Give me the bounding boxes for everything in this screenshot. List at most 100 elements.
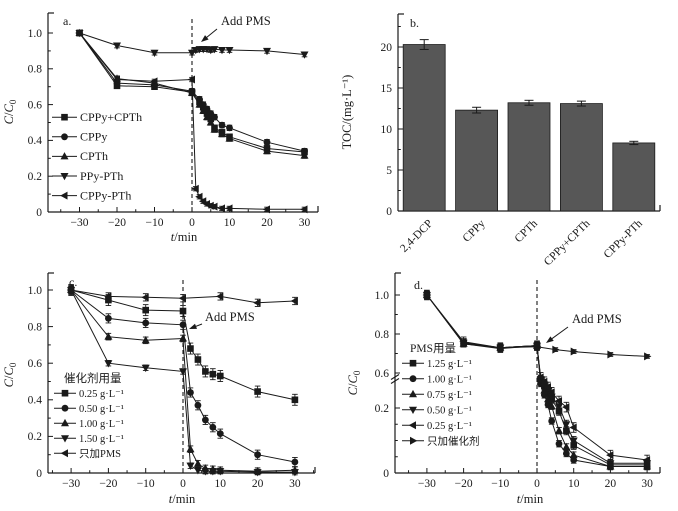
data-point-marker	[196, 95, 203, 103]
data-point-marker	[562, 403, 570, 412]
legend-title: 催化剂用量	[64, 371, 122, 385]
legend-item: 1.00 g·L⁻¹	[402, 375, 472, 386]
data-point-marker	[186, 462, 195, 470]
data-point-marker	[570, 347, 578, 356]
data-point-marker	[202, 368, 209, 375]
annotation-arrowhead	[201, 35, 209, 42]
y-tick-label: 0.6	[28, 99, 43, 111]
text-run: 1.25 g·L⁻¹	[427, 359, 472, 370]
data-point-marker	[150, 49, 159, 57]
legend-label: 1.25 g·L⁻¹	[427, 359, 472, 370]
x-tick-label: 10	[568, 478, 580, 490]
text-run: CPPy	[80, 130, 107, 144]
data-point-marker	[547, 388, 555, 397]
data-point-marker	[563, 427, 570, 435]
data-point-marker	[203, 112, 211, 121]
annotation-arrowhead	[546, 336, 554, 343]
data-point-marker	[210, 202, 218, 211]
text-run: t	[171, 230, 175, 244]
data-point-marker	[263, 146, 271, 155]
text-run: 0.2	[28, 171, 43, 183]
text-run: 0.4	[28, 395, 43, 407]
y-tick-label: 0.4	[28, 135, 43, 147]
data-point-marker	[217, 372, 224, 380]
text-run: 5	[386, 165, 392, 177]
annotation-add-pms: Add PMS	[572, 312, 622, 326]
text-run: 0	[36, 468, 42, 480]
data-point-marker	[104, 292, 112, 301]
data-point-marker	[188, 49, 196, 57]
x-tick-label: −20	[108, 217, 126, 229]
data-point-marker	[208, 468, 217, 476]
text-run: 0	[189, 217, 195, 229]
data-point-marker	[555, 426, 564, 434]
legend-item: 0.25 g·L⁻¹	[54, 389, 124, 400]
text-run: 0.4	[28, 135, 43, 147]
data-point-marker	[291, 458, 299, 466]
panel-d: −30 −20 −10 0 10 20 30 0 0.2 0.6 0.8 1.0 PMS用量 1.25 g…	[346, 272, 661, 506]
data-point-marker	[104, 360, 113, 368]
y-tick-label: 0	[36, 207, 42, 219]
x-tick-label: 10	[215, 478, 227, 490]
series-line	[426, 294, 648, 357]
text-run: 催化剂用量	[64, 371, 122, 385]
data-point-marker	[547, 401, 556, 410]
data-point-marker	[606, 451, 614, 460]
text-run: t	[517, 492, 521, 506]
data-point-marker	[290, 469, 299, 477]
text-run: d.	[414, 278, 423, 292]
y-tick-label: 0.2	[375, 403, 390, 415]
panel-b: 0 5 10 15 20 2,4-DCP CPPy CPTh CPPy+CPTh CPPy-PTh…	[340, 13, 661, 268]
data-point-marker	[150, 77, 158, 86]
data-point-marker	[217, 204, 225, 213]
data-point-marker	[543, 383, 552, 391]
legend-label: CPTh	[80, 149, 108, 163]
y-tick-label: 10	[381, 124, 393, 136]
text-run: 1.00 g·L⁻¹	[427, 375, 472, 386]
x-category-label: CPTh	[513, 217, 541, 245]
text-run: CPPy-PTh	[80, 188, 131, 202]
text-run: 1.00 g·L⁻¹	[79, 419, 124, 430]
data-point-marker	[193, 459, 202, 467]
text-run: 20	[261, 217, 273, 229]
y-axis-break-icon	[390, 378, 400, 384]
data-point-marker	[201, 468, 210, 476]
text-run: 30	[641, 478, 653, 490]
y-tick-label: 0.8	[28, 321, 43, 333]
legend-triangle-left-icon	[60, 191, 68, 200]
data-point-marker	[253, 298, 261, 307]
legend-square-icon	[61, 113, 68, 121]
data-point-marker	[570, 442, 577, 449]
data-point-marker	[141, 293, 149, 302]
bar-0	[402, 44, 446, 212]
legend-label: 0.25 g·L⁻¹	[79, 389, 124, 400]
text-run: /	[2, 375, 16, 379]
legend-item: PPy-PTh	[52, 169, 123, 183]
data-point-marker	[290, 296, 298, 305]
text-run: 1.0	[28, 285, 43, 297]
text-run: C	[2, 367, 16, 376]
data-point-marker	[497, 343, 505, 352]
text-run: C	[2, 104, 16, 113]
legend-item: 只加PMS	[54, 448, 121, 460]
x-tick-label: 0	[180, 478, 186, 490]
text-run: −30	[418, 478, 436, 490]
legend-triangle-down-icon	[61, 435, 69, 443]
bar-4	[612, 142, 656, 212]
text-run: 30	[289, 478, 301, 490]
y-axis-title: C/C0	[2, 99, 18, 124]
y-tick-label: 1.0	[28, 28, 43, 40]
legend-item: CPPy+CPTh	[52, 110, 142, 124]
text-run: Add PMS	[221, 14, 271, 28]
data-point-marker	[218, 121, 226, 129]
text-run: 0	[180, 478, 186, 490]
data-point-marker	[187, 389, 194, 396]
data-point-marker	[460, 339, 468, 348]
text-run: a.	[63, 14, 71, 28]
legend-triangle-down-icon	[60, 173, 69, 181]
data-point-marker	[225, 134, 234, 142]
data-point-marker	[291, 396, 299, 404]
x-tick-label: 20	[252, 478, 264, 490]
legend-label: CPPy+CPTh	[80, 110, 142, 124]
